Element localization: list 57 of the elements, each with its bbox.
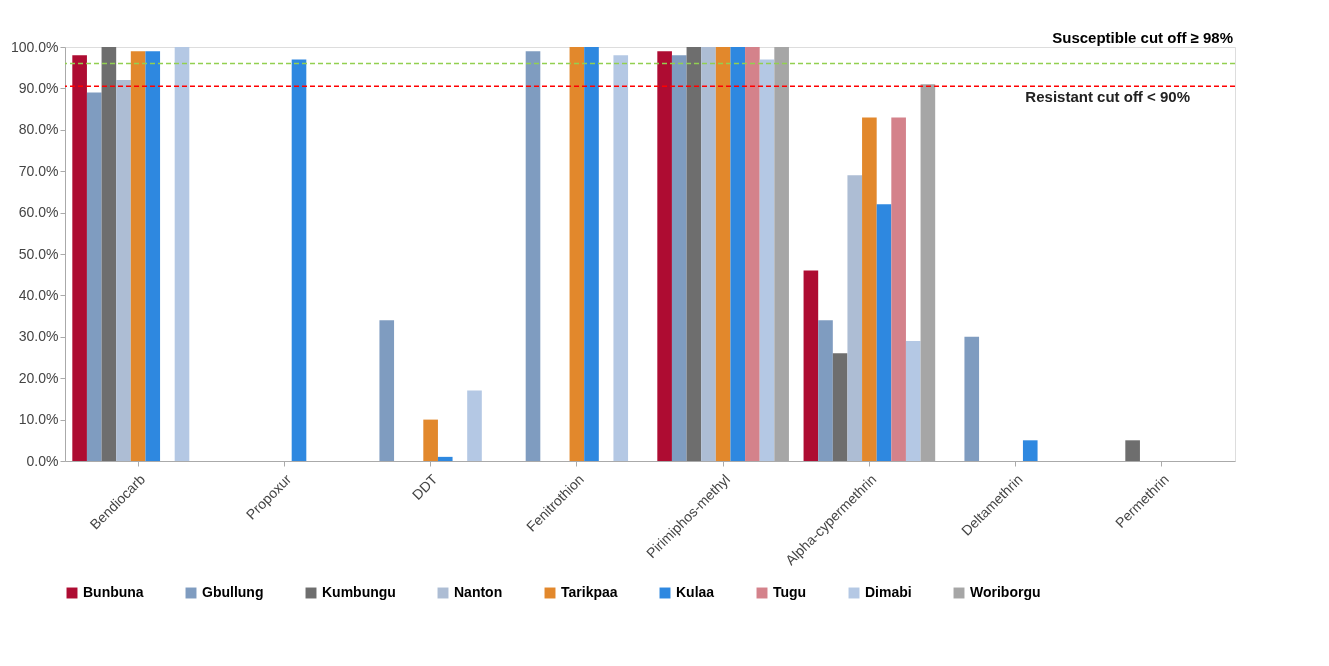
y-tick-label: 0.0% <box>26 452 59 469</box>
bar <box>379 320 395 461</box>
bar <box>657 51 672 461</box>
y-tick-label: 90.0% <box>18 79 59 96</box>
bar <box>759 59 775 461</box>
bar <box>291 59 307 461</box>
bar <box>437 456 453 461</box>
legend-label: Kumbungu <box>322 584 396 600</box>
bar <box>862 117 877 461</box>
y-tick-label: 100.0% <box>11 38 59 55</box>
y-tick-label: 40.0% <box>18 286 59 303</box>
bar <box>467 390 482 461</box>
bar <box>145 51 161 461</box>
y-tick-label: 10.0% <box>18 411 59 428</box>
bar <box>686 47 702 461</box>
y-tick-label: 20.0% <box>18 369 59 386</box>
bar <box>818 320 833 461</box>
y-tick-label: 70.0% <box>18 162 59 179</box>
bar <box>730 47 746 461</box>
legend-label: Gbullung <box>202 584 264 600</box>
bar <box>525 51 541 461</box>
ref-line-label: Susceptible cut off ≥ 98% <box>1052 28 1233 46</box>
bar <box>1022 440 1038 461</box>
bar <box>715 47 731 461</box>
legend-label: Woriborgu <box>970 584 1041 600</box>
bar <box>876 204 892 461</box>
bar <box>72 55 87 461</box>
y-tick-label: 50.0% <box>18 245 59 262</box>
y-tick-label: 60.0% <box>18 204 59 221</box>
bar <box>847 175 863 461</box>
legend-label: Dimabi <box>865 584 912 600</box>
bar <box>891 117 906 461</box>
bar <box>1125 440 1140 461</box>
legend-label: Tugu <box>773 584 807 600</box>
legend-label: Nanton <box>454 584 503 600</box>
bar <box>832 353 848 461</box>
bar <box>174 47 190 461</box>
bar <box>116 80 131 461</box>
legend-label: Kulaa <box>676 584 715 600</box>
legend-label: Tarikpaa <box>561 584 618 600</box>
legend-label: Bunbuna <box>83 584 144 600</box>
bar <box>584 47 599 461</box>
y-tick-label: 80.0% <box>18 121 59 138</box>
bar <box>613 55 629 461</box>
bar <box>423 419 438 461</box>
bar <box>745 47 760 461</box>
bar <box>671 55 687 461</box>
bar <box>803 270 819 461</box>
bar <box>130 51 146 461</box>
y-tick-label: 30.0% <box>18 328 59 345</box>
bar <box>86 92 102 461</box>
bar <box>569 47 585 461</box>
bar <box>101 47 117 461</box>
bar <box>905 340 921 461</box>
bar <box>701 47 716 461</box>
bar <box>964 336 980 461</box>
ref-line-label: Resistant cut off < 90% <box>1025 88 1190 106</box>
